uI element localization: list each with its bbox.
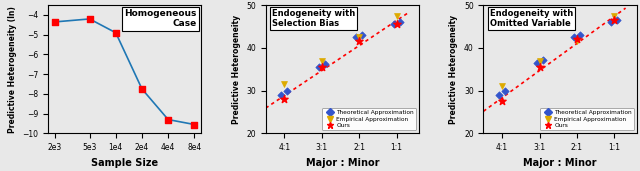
Point xyxy=(351,36,362,38)
Point xyxy=(163,118,173,121)
Y-axis label: Predictive Heterogeneity: Predictive Heterogeneity xyxy=(232,15,241,124)
Point xyxy=(500,90,510,93)
Point xyxy=(317,66,327,68)
Point xyxy=(354,36,364,38)
X-axis label: Sample Size: Sample Size xyxy=(91,158,158,168)
Point xyxy=(276,94,287,96)
Point xyxy=(317,59,327,62)
X-axis label: Major : Minor: Major : Minor xyxy=(524,158,597,168)
Point xyxy=(609,19,620,21)
Y-axis label: Predictive Heterogeneity: Predictive Heterogeneity xyxy=(449,15,458,124)
Point xyxy=(279,98,289,101)
Text: Endogeneity with
Omitted Variable: Endogeneity with Omitted Variable xyxy=(490,9,573,28)
Point xyxy=(357,34,367,36)
Point xyxy=(50,21,60,23)
Point xyxy=(534,66,545,68)
Legend: Theoretical Approximation, Empirical Approximation, Ours: Theoretical Approximation, Empirical App… xyxy=(540,108,634,130)
Point xyxy=(392,14,402,17)
Point xyxy=(282,90,292,93)
Point xyxy=(497,100,508,103)
Point xyxy=(279,83,289,86)
Y-axis label: Predictive Heterogeneity (ln): Predictive Heterogeneity (ln) xyxy=(8,6,17,133)
Point xyxy=(534,59,545,62)
Legend: Theoretical Approximation, Empirical Approximation, Ours: Theoretical Approximation, Empirical App… xyxy=(322,108,416,130)
Point xyxy=(354,40,364,43)
Point xyxy=(392,23,402,26)
Point xyxy=(575,34,585,36)
Point xyxy=(569,36,579,38)
X-axis label: Major : Minor: Major : Minor xyxy=(306,158,379,168)
Point xyxy=(320,63,330,65)
Point xyxy=(609,14,620,17)
Point xyxy=(572,40,582,43)
Point xyxy=(497,85,508,88)
Point xyxy=(612,19,623,21)
Point xyxy=(137,88,147,90)
Point xyxy=(189,123,200,126)
Point xyxy=(572,38,582,41)
Point xyxy=(606,21,616,24)
Point xyxy=(494,94,504,96)
Point xyxy=(314,66,324,68)
Text: Homogeneous
Case: Homogeneous Case xyxy=(124,9,196,28)
Point xyxy=(394,21,404,24)
Point xyxy=(538,58,548,61)
Point xyxy=(388,23,399,26)
Text: Endogeneity with
Selection Bias: Endogeneity with Selection Bias xyxy=(272,9,355,28)
Point xyxy=(111,31,121,34)
Point xyxy=(531,61,541,64)
Point xyxy=(84,18,95,20)
